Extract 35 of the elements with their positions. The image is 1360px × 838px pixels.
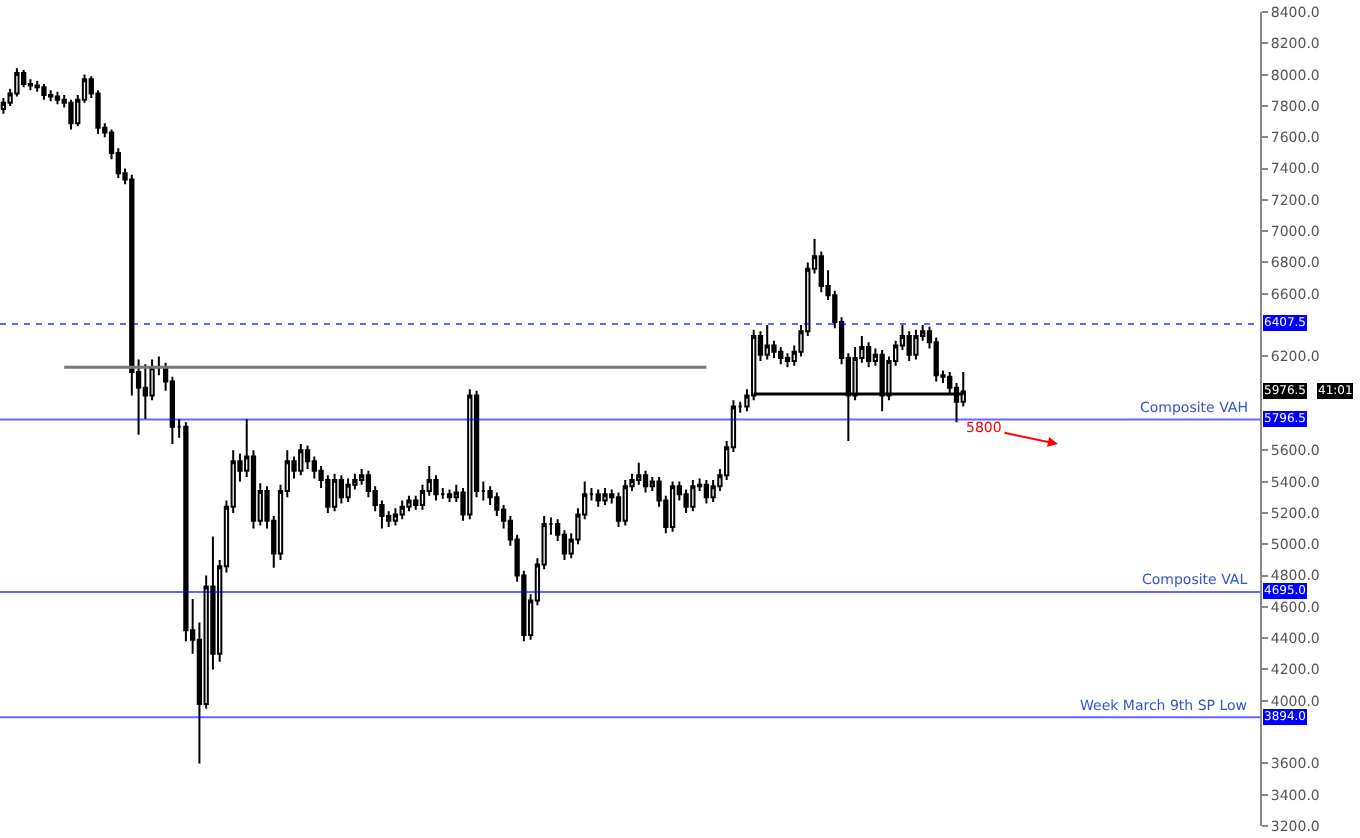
- candlestick: [446, 488, 453, 503]
- candlestick: [325, 474, 331, 514]
- candlestick: [669, 480, 676, 533]
- candlestick: [433, 474, 439, 502]
- candlestick: [622, 479, 628, 527]
- candlestick: [27, 78, 34, 92]
- candlestick: [778, 346, 784, 366]
- candlestick: [602, 486, 608, 507]
- candlestick: [636, 461, 642, 486]
- candlestick: [392, 507, 399, 527]
- candlestick: [304, 444, 311, 471]
- candlestick: [913, 328, 919, 361]
- candlestick: [21, 68, 27, 89]
- candlestick: [34, 79, 40, 93]
- candlestick: [784, 352, 791, 369]
- candlestick: [68, 98, 74, 131]
- candlestick: [906, 330, 912, 363]
- candlestick: [406, 494, 412, 513]
- candlestick: [690, 479, 696, 513]
- candlestick: [683, 488, 689, 514]
- candlestick: [467, 388, 473, 521]
- candlestick: [48, 89, 54, 103]
- candlestick: [703, 479, 710, 505]
- candlestick: [338, 474, 345, 505]
- candlestick: [595, 488, 601, 508]
- candlestick: [865, 341, 872, 369]
- candlestick: [642, 469, 649, 494]
- candlestick: [54, 90, 61, 106]
- candlestick: [764, 324, 770, 361]
- candlestick: [345, 477, 351, 503]
- candlestick: [41, 83, 47, 101]
- candlestick: [399, 499, 405, 521]
- candlestick: [331, 472, 338, 513]
- candlestick: [298, 443, 304, 477]
- candlestick: [14, 67, 20, 98]
